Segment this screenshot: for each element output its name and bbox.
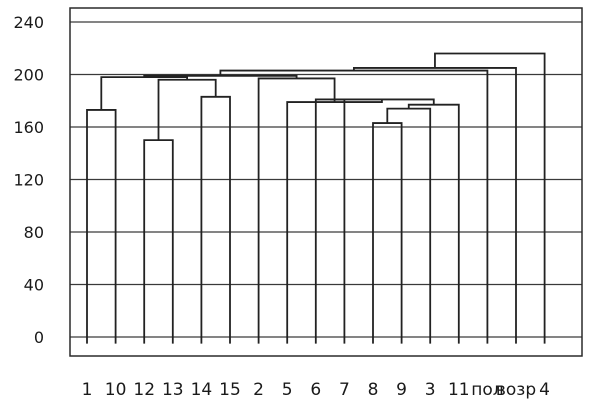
x-tick-label-6: 2 bbox=[253, 380, 264, 400]
y-tick-label-40: 40 bbox=[24, 276, 44, 295]
x-tick-label-14: пол bbox=[471, 380, 503, 400]
merge-link-10 bbox=[257, 77, 336, 344]
merge-link-0 bbox=[86, 109, 117, 344]
x-tick-label-9: 7 bbox=[339, 380, 350, 400]
y-axis-ticks: 0 40 80 120 160 200 240 bbox=[13, 13, 44, 347]
merge-link-4 bbox=[386, 107, 432, 344]
x-tick-label-15: возр bbox=[496, 380, 536, 400]
x-tick-label-3: 13 bbox=[162, 380, 184, 400]
merge-link-5 bbox=[407, 103, 460, 344]
merge-link-3 bbox=[372, 122, 403, 344]
y-tick-label-120: 120 bbox=[13, 171, 44, 190]
x-tick-label-2: 12 bbox=[133, 380, 155, 400]
merge-link-6 bbox=[314, 98, 346, 344]
merge-link-11 bbox=[100, 76, 188, 110]
y-tick-label-0: 0 bbox=[34, 328, 44, 347]
x-tick-label-5: 15 bbox=[219, 380, 241, 400]
x-tick-label-4: 14 bbox=[191, 380, 213, 400]
merge-link-14 bbox=[352, 67, 517, 344]
y-tick-label-160: 160 bbox=[13, 118, 44, 137]
merge-link-13 bbox=[219, 69, 489, 344]
x-tick-label-16: 4 bbox=[539, 380, 550, 400]
merge-link-2 bbox=[200, 95, 231, 344]
dendrogram-links bbox=[86, 52, 546, 344]
x-tick-label-0: 1 bbox=[82, 380, 93, 400]
x-tick-label-1: 10 bbox=[105, 380, 127, 400]
merge-link-7 bbox=[330, 98, 435, 105]
merge-link-15 bbox=[434, 52, 546, 344]
x-tick-label-8: 6 bbox=[310, 380, 321, 400]
x-tick-label-11: 9 bbox=[396, 380, 407, 400]
x-tick-label-7: 5 bbox=[282, 380, 293, 400]
y-tick-label-80: 80 bbox=[24, 223, 44, 242]
grid-layer bbox=[70, 21, 582, 338]
plot-border bbox=[69, 7, 583, 357]
merge-link-9 bbox=[157, 78, 217, 141]
x-tick-label-10: 8 bbox=[368, 380, 379, 400]
merge-link-8 bbox=[286, 99, 383, 344]
x-tick-label-13: 11 bbox=[448, 380, 470, 400]
y-tick-label-240: 240 bbox=[13, 13, 44, 32]
merge-link-1 bbox=[143, 139, 174, 344]
plot-frame bbox=[69, 7, 583, 357]
x-tick-label-12: 3 bbox=[425, 380, 436, 400]
y-tick-label-200: 200 bbox=[13, 66, 44, 85]
